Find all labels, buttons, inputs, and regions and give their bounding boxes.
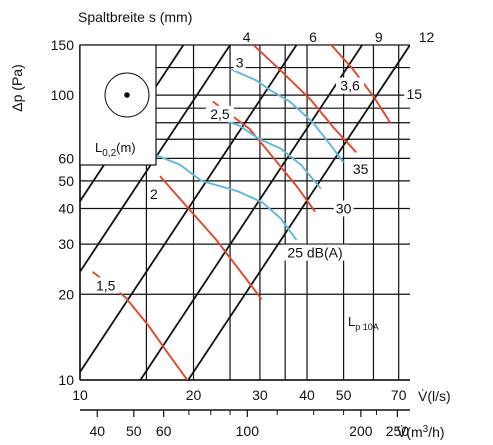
sound-curve-label: 30: [336, 201, 352, 217]
y-tick-label: 100: [51, 87, 75, 103]
x-axis-title-ls: V̇(l/s): [418, 388, 451, 404]
sound-curve-label-bg: [333, 200, 354, 217]
throw-curve: [253, 45, 357, 153]
y-tick-label: 10: [58, 372, 74, 388]
slot-width-line: [187, 45, 410, 380]
x-tick-label-ls: 10: [72, 387, 88, 403]
slot-width-lines: [80, 45, 410, 380]
sound-curve: [207, 112, 322, 190]
slot-width-line: [80, 45, 298, 374]
sound-curve-label: 35: [353, 161, 369, 177]
legend-inset-box: [79, 44, 157, 166]
y-tick-label: 50: [58, 173, 74, 189]
x-tick-labels-ls: 10 20 30 40 50 70: [72, 387, 406, 403]
sound-level-label: Lp 10A: [348, 314, 379, 332]
slot-width-labels: 4 6 9 12: [243, 29, 435, 45]
x-tick-label-ls: 30: [252, 387, 268, 403]
x-tick-labels-m3h: 40 50 60 100 200 250: [80, 409, 410, 439]
y-tick-labels: 10 20 30 40 50 60 100 150: [51, 37, 75, 388]
throw-curve-label-bg: [147, 185, 160, 202]
throw-curve-label: 2: [150, 186, 158, 202]
x-tick-label-m3h: 100: [236, 423, 260, 439]
sound-curve-label: 15: [407, 86, 423, 102]
x-tick-label-ls: 70: [391, 387, 407, 403]
throw-curve-label: 1,5: [96, 277, 116, 293]
x-tick-label-ls: 40: [299, 387, 315, 403]
slot-width-label: 4: [243, 29, 251, 45]
throw-curve-label-bg: [336, 77, 365, 94]
x-tick-label-m3h: 60: [156, 423, 172, 439]
sound-curve: [148, 151, 298, 241]
x-tick-label-ls: 50: [336, 387, 352, 403]
slot-width-line: [80, 45, 232, 274]
slot-width-label: 12: [419, 29, 435, 45]
slot-width-title: Spaltbreite s (mm): [78, 9, 192, 25]
nozzle-outline-icon: [104, 72, 150, 118]
throw-curve-label-bg: [91, 277, 120, 294]
nozzle-dot-icon: [124, 92, 130, 98]
x-axis-title-m3h: V̇(m3/h): [397, 424, 445, 440]
throw-curve: [159, 175, 263, 300]
x-tick-label-m3h: 50: [126, 423, 142, 439]
sound-curve-label-bg: [404, 85, 425, 102]
y-axis-title: Δp (Pa): [9, 64, 25, 111]
x-tick-label-ls: 20: [186, 387, 202, 403]
throw-curve-label-bg: [233, 54, 246, 71]
sound-curves: [148, 68, 345, 241]
curve-labels: 1,5 2 2,5 3 3,6 25 dB(A) 30 35 15: [91, 54, 425, 294]
x-tick-label-m3h: 250: [386, 423, 410, 439]
throw-curve-label: 2,5: [210, 106, 230, 122]
y-tick-label: 40: [58, 201, 74, 217]
throw-curve-label-bg: [205, 105, 234, 122]
sound-curve: [231, 68, 345, 164]
x-tick-label-m3h: 40: [89, 423, 105, 439]
slot-width-line: [80, 45, 185, 203]
sound-curve-label-bg: [281, 244, 350, 261]
slot-width-label: 9: [375, 29, 383, 45]
throw-curve-label: 3,6: [340, 78, 360, 94]
sound-curve-label-bg: [350, 161, 371, 178]
x-tick-label-m3h: 200: [349, 423, 373, 439]
throw-curve: [212, 100, 316, 213]
slot-width-line: [139, 45, 364, 380]
throw-curve-label: 3: [236, 55, 244, 71]
y-tick-label: 20: [58, 286, 74, 302]
y-tick-label: 60: [58, 150, 74, 166]
slot-width-label: 6: [309, 29, 317, 45]
y-tick-label: 150: [51, 37, 75, 53]
sound-curve-label: 25 dB(A): [287, 245, 342, 261]
y-tick-label: 30: [58, 236, 74, 252]
